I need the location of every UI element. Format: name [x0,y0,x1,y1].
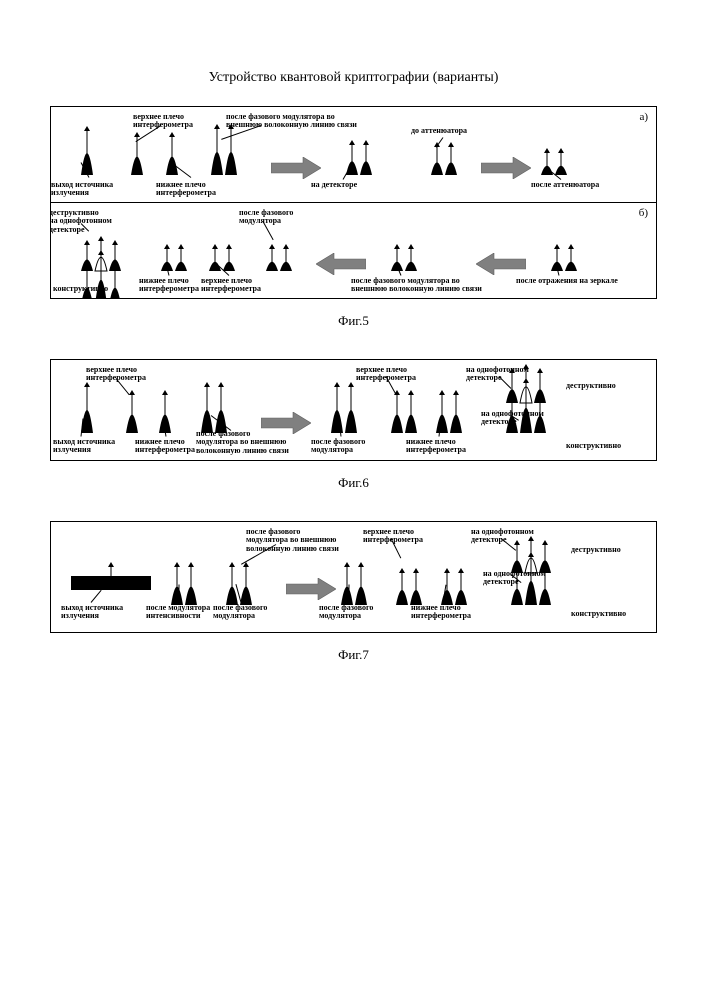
pulse-icon [360,151,372,194]
annotation-label: после фазового модулятора [311,438,365,455]
fig5: а) [50,106,657,299]
annotation-label: нижнее плечо интерферометра [406,438,466,455]
annotation-label: верхнее плечо интерферометра [201,277,261,294]
leader-line [349,585,350,603]
annotation-label: нижнее плечо интерферометра [135,438,195,455]
annotation-label: после отражения на зеркале [516,277,618,285]
pulse-icon [391,401,403,452]
annotation-label: на детекторе [311,181,357,189]
fig6-panel: выход источника излучения верхнее плечо и… [50,359,657,461]
annotation-label: после фазового модулятора во внешнюю вол… [196,430,289,455]
fig7-panel: выход источника излучения после модулятор… [50,521,657,633]
annotation-label: после фазового модулятора во внешнюю вол… [246,528,339,553]
annotation-label: после фазового модулятора во внешнюю вол… [226,113,357,130]
leader-line [91,590,102,603]
leader-line [179,585,180,603]
fig5-panel-b: б) [50,203,657,299]
panel-tag: а) [639,111,648,123]
pulse-icon [225,135,237,194]
annotation-label: конструктивно [571,610,626,618]
annotation-label: деструктивно [571,546,621,554]
annotation-label: верхнее плечо интерферометра [133,113,193,130]
fig5-panel-a: а) [50,106,657,203]
page: { "doc_title": "Устройство квантовой кри… [0,0,707,1000]
annotation-label: до аттенюатора [411,127,467,135]
annotation-label: на однофотонном детекторе [471,528,534,545]
source-block [71,576,151,590]
panel-tag: б) [639,207,648,219]
flow-arrow-icon [481,157,531,184]
fig7: выход источника излучения после модулятор… [50,521,657,633]
pulse-icon [445,153,457,194]
doc-title: Устройство квантовой криптографии (вариа… [0,0,707,106]
annotation-label: после фазового модулятора [319,604,373,621]
fig6: выход источника излучения верхнее плечо и… [50,359,657,461]
pulse-icon [396,579,408,624]
annotation-label: после фазового модулятора [213,604,267,621]
annotation-label: конструктивно [566,442,621,450]
annotation-label: верхнее плечо интерферометра [356,366,416,383]
pulse-icon [266,255,278,290]
annotation-label: после фазового модулятора во внешнюю вол… [351,277,482,294]
fig5-caption: Фиг.5 [0,313,707,329]
annotation-label: нижнее плечо интерферометра [139,277,199,294]
fig6-caption: Фиг.6 [0,475,707,491]
fig7-caption: Фиг.7 [0,647,707,663]
annotation-label: на однофотонном детекторе [466,366,529,383]
annotation-label: нижнее плечо интерферометра [411,604,471,621]
annotation-label: после аттенюатора [531,181,599,189]
pulse-icon [109,275,121,299]
pulse-icon [431,153,443,194]
annotation-label: выход источника излучения [61,604,123,621]
annotation-label: деструктивно на однофотонном детекторе [50,209,112,234]
annotation-label: конструктивно [53,285,108,293]
annotation-label: выход источника излучения [53,438,115,455]
annotation-label: выход источника излучения [51,181,113,198]
annotation-label: после фазового модулятора [239,209,293,226]
pulse-icon [131,143,143,194]
pulse-icon [280,255,292,290]
annotation-label: нижнее плечо интерферометра [156,181,216,198]
annotation-label: на однофотонном детекторе [481,410,544,427]
annotation-label: деструктивно [566,382,616,390]
flow-arrow-icon [286,578,336,605]
annotation-label: после модулятора интенсивности [146,604,210,621]
